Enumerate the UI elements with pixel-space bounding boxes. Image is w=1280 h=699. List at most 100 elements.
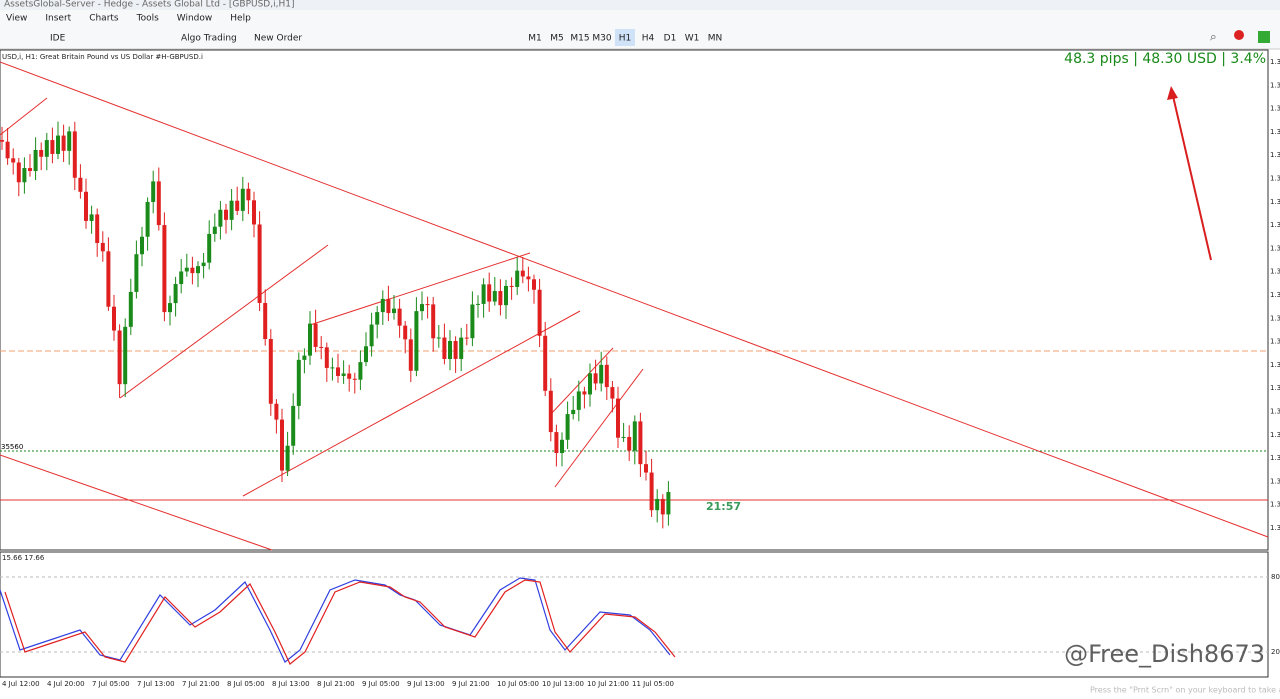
- chart-header: USD,i, H1: Great Britain Pound vs US Dol…: [2, 53, 203, 61]
- notification-badge[interactable]: [1234, 30, 1244, 40]
- candle-body: [476, 303, 480, 305]
- candle-body: [252, 200, 256, 225]
- arrow: [1172, 95, 1212, 261]
- trend-line: [0, 61, 1269, 538]
- candle-body: [364, 346, 368, 363]
- time-label: 7 Jul 21:00: [182, 680, 220, 688]
- menu-item[interactable]: Tools: [136, 14, 159, 24]
- candle-body: [280, 419, 284, 471]
- candle-body: [112, 306, 116, 331]
- candle-body: [616, 398, 620, 438]
- trend-line: [554, 368, 644, 488]
- timeframe-button[interactable]: M15: [570, 34, 589, 44]
- candle-body: [498, 291, 503, 306]
- price-label: 1.3: [1270, 198, 1280, 206]
- candle-body: [414, 311, 419, 371]
- candle-body: [386, 298, 391, 314]
- timeframe-button[interactable]: MN: [708, 34, 723, 44]
- candle-body: [257, 224, 262, 303]
- candle-body: [520, 270, 525, 277]
- candle-body: [621, 436, 626, 438]
- status-hint: Press the "Prnt Scrn" on your keyboard t…: [1090, 686, 1280, 695]
- candle-body: [610, 387, 615, 399]
- candle-body: [16, 162, 21, 183]
- title-bar: [0, 0, 1280, 10]
- candle-body: [537, 289, 542, 336]
- candle-body: [644, 464, 648, 473]
- toolbar-button[interactable]: IDE: [50, 34, 66, 44]
- trend-line: [309, 252, 531, 326]
- candle-body: [246, 188, 251, 201]
- candle-body: [302, 355, 307, 360]
- time-label: 9 Jul 13:00: [407, 680, 445, 688]
- candle-body: [632, 421, 637, 451]
- trend-line: [119, 244, 329, 399]
- time-label: 8 Jul 05:00: [227, 680, 265, 688]
- time-label: 8 Jul 13:00: [272, 680, 310, 688]
- candle-body: [666, 492, 671, 515]
- candle-body: [341, 373, 346, 376]
- price-label: 1.3: [1270, 384, 1280, 392]
- price-label: 1.3: [1270, 524, 1280, 532]
- indicator-level: 20: [1271, 648, 1280, 656]
- candle-body: [408, 339, 413, 371]
- candle-body: [151, 181, 156, 202]
- toolbar-button[interactable]: New Order: [254, 34, 302, 44]
- candle-body: [268, 339, 273, 404]
- search-icon[interactable]: ⌕: [1210, 30, 1217, 44]
- candle-body: [140, 236, 144, 255]
- price-label: 1.3: [1270, 431, 1280, 439]
- status-icon[interactable]: [1258, 31, 1270, 43]
- candle-body: [588, 373, 592, 395]
- candle-body: [218, 209, 223, 227]
- timeframe-button[interactable]: D1: [664, 34, 677, 44]
- candle-body: [313, 323, 318, 347]
- candle-body: [117, 330, 122, 385]
- price-label: 1.3: [1270, 128, 1280, 136]
- timeframe-button[interactable]: M1: [528, 34, 542, 44]
- timeframe-button[interactable]: M30: [592, 34, 611, 44]
- timeframe-button[interactable]: H1: [619, 34, 632, 44]
- level-label: 35560: [1, 443, 23, 451]
- time-label: 9 Jul 21:00: [452, 680, 490, 688]
- price-label: 1.3: [1270, 58, 1280, 66]
- menu-item[interactable]: Insert: [45, 14, 71, 24]
- menu-item[interactable]: Window: [177, 14, 213, 24]
- price-label: 1.3: [1270, 268, 1280, 276]
- price-label: 1.3: [1270, 221, 1280, 229]
- candle-body: [324, 347, 329, 368]
- candle-body: [162, 225, 167, 313]
- candle-body: [145, 201, 150, 237]
- toolbar-button[interactable]: Algo Trading: [181, 34, 237, 44]
- indicator-values: 15.66 17.66: [2, 554, 45, 562]
- price-label: 1.3: [1270, 338, 1280, 346]
- candle-body: [560, 439, 564, 454]
- time-label: 9 Jul 05:00: [362, 680, 400, 688]
- menu-item[interactable]: View: [6, 14, 27, 24]
- time-label: 10 Jul 21:00: [587, 680, 629, 688]
- candle-body: [128, 291, 133, 327]
- candle-body: [0, 140, 4, 142]
- candle-body: [44, 140, 49, 157]
- candle-body: [56, 135, 60, 154]
- candle-body: [156, 181, 161, 226]
- candle-body: [308, 323, 312, 356]
- candle-body: [548, 390, 553, 433]
- candle-body: [207, 233, 212, 263]
- candle-body: [196, 266, 200, 274]
- menu-item[interactable]: Help: [230, 14, 251, 24]
- timeframe-button[interactable]: H4: [642, 34, 655, 44]
- candle-body: [347, 373, 352, 379]
- candle-body: [84, 191, 88, 221]
- candle-body: [470, 304, 475, 339]
- candle-body: [403, 325, 408, 340]
- timeframe-button[interactable]: W1: [685, 34, 700, 44]
- candle-body: [61, 135, 66, 151]
- timeframe-button[interactable]: M5: [550, 34, 564, 44]
- candle-body: [212, 226, 217, 234]
- menu-item[interactable]: Charts: [89, 14, 119, 24]
- candle-body: [627, 436, 632, 451]
- time-label: 11 Jul 05:00: [632, 680, 674, 688]
- candle-body: [397, 308, 402, 326]
